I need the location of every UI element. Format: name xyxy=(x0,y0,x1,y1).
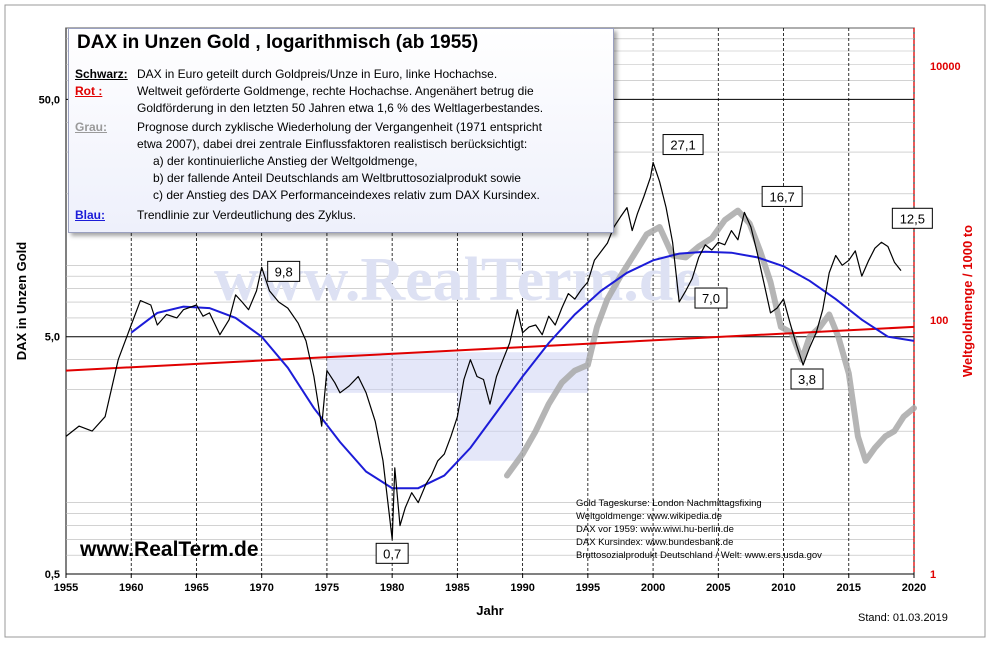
annotation-label-2: 27,1 xyxy=(670,138,695,153)
source-gold: Gold Tageskurse: London Nachmittagsfixin… xyxy=(576,498,762,509)
x-tick-label-12: 2015 xyxy=(837,582,861,594)
y2-tick-label-2: 10000 xyxy=(930,61,961,73)
annotation-box-4 xyxy=(761,185,803,207)
annotation-box-6 xyxy=(891,207,933,229)
y2-tick-label-0: 1 xyxy=(930,569,936,581)
legend-grau-text-1: Prognose durch zyklische Wiederholung de… xyxy=(137,120,542,134)
annotation-box-0 xyxy=(267,260,301,282)
y2-tick-label-1: 100 xyxy=(930,315,948,327)
x-tick-label-13: 2020 xyxy=(902,582,926,594)
legend-box: DAX in Unzen Gold , logarithmisch (ab 19… xyxy=(68,28,614,233)
x-tick-label-1: 1960 xyxy=(119,582,143,594)
annotation-box-2 xyxy=(662,134,704,156)
website-url[interactable]: www.RealTerm.de xyxy=(80,538,259,561)
legend-grau-label: Grau: xyxy=(75,120,108,134)
annotation-label-0: 9,8 xyxy=(275,264,293,279)
y2-axis-label: Weltgoldmenge / 1000 to xyxy=(960,225,975,377)
source-bsp: Bruttosozialprodukt Deutschland / Welt: … xyxy=(576,550,822,561)
x-tick-label-7: 1990 xyxy=(510,582,534,594)
annotation-label-1: 0,7 xyxy=(383,546,401,561)
legend-schwarz-text: DAX in Euro geteilt durch Goldpreis/Unze… xyxy=(137,67,498,81)
source-goldmenge: Weltgoldmenge: www.wikipedia.de xyxy=(576,511,723,522)
source-dax-1959: DAX vor 1959: www.wiwi.hu-berlin.de xyxy=(576,524,734,535)
x-tick-label-8: 1995 xyxy=(576,582,600,594)
y-axis-label: DAX in Unzen Gold xyxy=(14,242,29,361)
annotation-label-3: 7,0 xyxy=(702,291,720,306)
chart-title: DAX in Unzen Gold , logarithmisch (ab 19… xyxy=(77,32,479,53)
legend-schwarz-label: Schwarz: xyxy=(75,67,128,81)
x-tick-label-10: 2005 xyxy=(706,582,730,594)
annotation-box-1 xyxy=(375,542,409,564)
x-tick-label-6: 1985 xyxy=(445,582,469,594)
legend-rot-text-1: Weltweit geförderte Goldmenge, rechte Ho… xyxy=(137,84,534,98)
x-tick-label-0: 1955 xyxy=(54,582,78,594)
series-schwarz xyxy=(65,161,902,540)
legend-blau-text: Trendlinie zur Verdeutlichung des Zyklus… xyxy=(137,208,356,222)
legend-grau-text-2: etwa 2007), dabei drei zentrale Einfluss… xyxy=(137,137,528,151)
sources-list: Gold Tageskurse: London Nachmittagsfixin… xyxy=(576,497,822,562)
legend-grau-a: a) der kontinuierliche Anstieg der Weltg… xyxy=(153,154,418,168)
x-tick-label-4: 1975 xyxy=(315,582,339,594)
annotation-box-5 xyxy=(790,368,824,390)
legend-rot-text-2: Goldförderung in den letzten 50 Jahren e… xyxy=(137,101,544,115)
y-tick-label-2: 50,0 xyxy=(39,94,60,106)
y-tick-label-0: 0,5 xyxy=(45,569,60,581)
x-tick-label-11: 2010 xyxy=(771,582,795,594)
bg-box-1 xyxy=(326,352,588,393)
series-grau xyxy=(504,207,917,479)
series-blau xyxy=(130,250,915,490)
annotation-label-6: 12,5 xyxy=(900,211,925,226)
x-tick-label-5: 1980 xyxy=(380,582,404,594)
annotation-box-3 xyxy=(694,287,728,309)
legend-rot-label: Rot : xyxy=(75,84,103,98)
x-tick-label-2: 1965 xyxy=(184,582,208,594)
source-dax-kursindex: DAX Kursindex: www.bundesbank.de xyxy=(576,537,734,548)
x-tick-label-9: 2000 xyxy=(641,582,665,594)
x-tick-label-3: 1970 xyxy=(249,582,273,594)
stand-date: Stand: 01.03.2019 xyxy=(858,612,948,624)
y-tick-label-1: 5,0 xyxy=(45,332,60,344)
legend-grau-b: b) der fallende Anteil Deutschlands am W… xyxy=(153,171,521,185)
annotation-label-5: 3,8 xyxy=(798,372,816,387)
legend-blau-label: Blau: xyxy=(75,208,105,222)
series-rot xyxy=(65,325,915,372)
x-axis-label: Jahr xyxy=(476,603,503,618)
legend-grau-c: c) der Anstieg des DAX Performanceindexe… xyxy=(153,188,540,202)
annotation-label-4: 16,7 xyxy=(769,189,794,204)
